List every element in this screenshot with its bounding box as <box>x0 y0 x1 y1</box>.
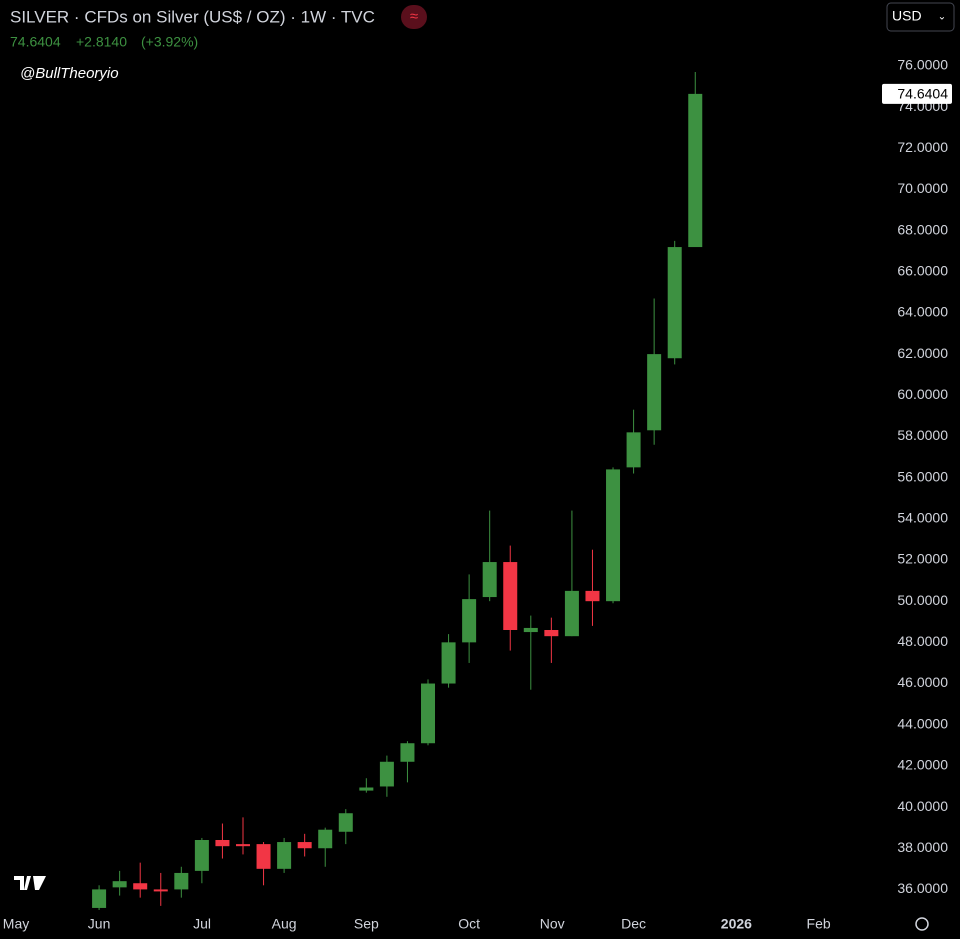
tv-logo <box>14 876 46 890</box>
y-tick-label: 54.0000 <box>897 510 948 526</box>
y-tick-label: 38.0000 <box>897 839 948 855</box>
x-tick-label: May <box>3 916 29 932</box>
logo-badge <box>401 5 427 29</box>
y-tick-label: 64.0000 <box>897 304 948 320</box>
y-tick-label: 44.0000 <box>897 715 948 731</box>
y-tick-label: 68.0000 <box>897 221 948 237</box>
candle-body <box>462 599 477 643</box>
candle-body <box>482 562 497 598</box>
currency-button[interactable] <box>886 2 955 32</box>
x-tick-label: Feb <box>807 916 831 932</box>
y-tick-label: 52.0000 <box>897 551 948 567</box>
x-tick-label: Nov <box>540 916 565 932</box>
candle-body <box>338 813 353 832</box>
y-tick-label: 40.0000 <box>897 798 948 814</box>
candle-body <box>92 889 107 908</box>
candle-body <box>318 829 333 849</box>
watermark: @BullTheoryio <box>20 65 119 82</box>
y-tick-label: 42.0000 <box>897 757 948 773</box>
x-tick-label: Aug <box>272 916 297 932</box>
candle-body <box>400 743 415 762</box>
y-tick-label: 66.0000 <box>897 262 948 278</box>
x-tick-label: Jun <box>88 916 111 932</box>
change: +2.8140 <box>76 34 127 50</box>
y-tick-label: 48.0000 <box>897 633 948 649</box>
chart-title: SILVER · CFDs on Silver (US$ / OZ) · 1W … <box>10 7 375 26</box>
candle-body <box>174 872 189 890</box>
x-tick-label: Dec <box>621 916 646 932</box>
y-tick-label: 58.0000 <box>897 427 948 443</box>
candle-body <box>235 844 250 847</box>
candle-body <box>647 354 662 431</box>
candle-body <box>523 627 538 633</box>
x-tick-label: Oct <box>458 916 480 932</box>
candle-body <box>441 642 456 684</box>
y-tick-label: 60.0000 <box>897 386 948 402</box>
candle-body <box>256 844 271 869</box>
candle-body <box>112 881 127 888</box>
y-tick-label: 56.0000 <box>897 468 948 484</box>
logo-icon: ≈ <box>410 8 418 25</box>
y-tick-label: 62.0000 <box>897 345 948 361</box>
currency-label[interactable]: USD <box>892 8 922 24</box>
candle-body <box>297 842 312 849</box>
y-tick-label: 72.0000 <box>897 139 948 155</box>
y-tick-label: 76.0000 <box>897 57 948 73</box>
y-tick-label: 70.0000 <box>897 180 948 196</box>
dropdown-arrow[interactable]: ⌄ <box>938 12 946 23</box>
candle-body <box>544 630 559 637</box>
candle-body <box>153 889 168 892</box>
candle-body <box>503 562 518 630</box>
price-tag-label: 74.6404 <box>897 86 948 102</box>
candle-body <box>359 787 374 791</box>
x-tick-label: 2026 <box>721 916 752 932</box>
candle-body <box>667 247 682 359</box>
candle-body <box>379 761 394 787</box>
y-tick-label: 50.0000 <box>897 592 948 608</box>
x-tick-label: Sep <box>354 916 379 932</box>
price-tag <box>882 83 952 104</box>
y-tick-label: 36.0000 <box>897 880 948 896</box>
candle-body <box>585 590 600 602</box>
last-price: 74.6404 <box>10 34 61 50</box>
candle-body <box>421 683 436 744</box>
candle-body <box>626 432 641 468</box>
candle-body <box>133 883 148 890</box>
change-pct: (+3.92%) <box>141 34 198 50</box>
candle-body <box>564 590 579 637</box>
x-tick-label: Jul <box>193 916 211 932</box>
candle-body <box>194 840 209 871</box>
candle-body <box>606 469 621 602</box>
settings-icon[interactable] <box>915 917 929 931</box>
candle-body <box>277 842 292 869</box>
y-tick-label: 46.0000 <box>897 674 948 690</box>
candle-body <box>215 840 230 847</box>
candle-body <box>688 93 703 248</box>
